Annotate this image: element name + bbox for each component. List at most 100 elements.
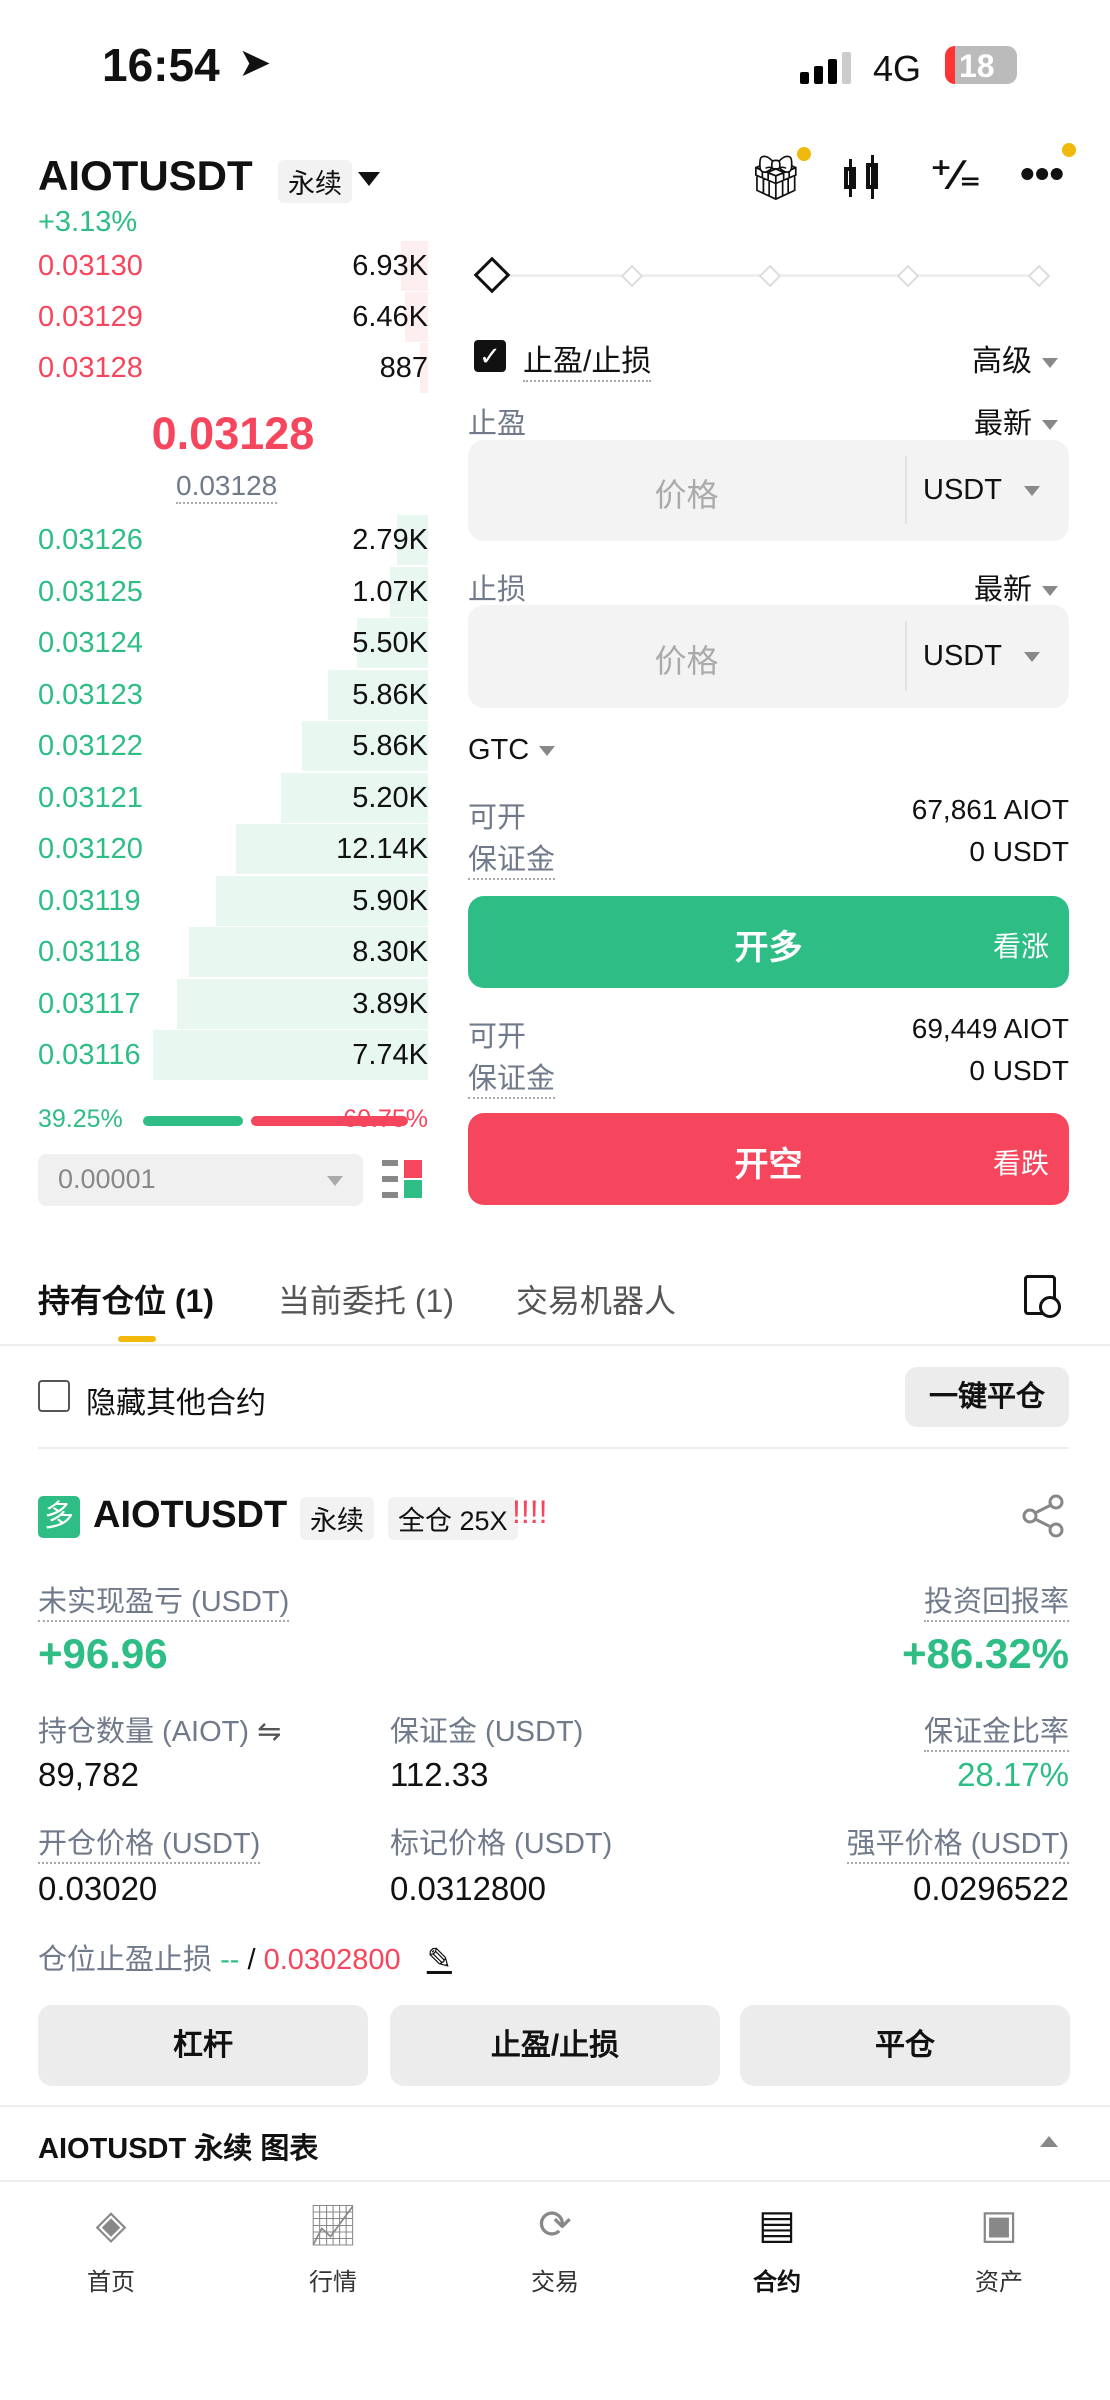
tab-active-indicator bbox=[118, 1336, 156, 1342]
bid-row[interactable]: 0.03125 1.07K bbox=[38, 566, 428, 617]
mark-price[interactable]: 0.03128 bbox=[176, 470, 278, 504]
bid-row[interactable]: 0.03121 5.20K bbox=[38, 772, 428, 823]
nav-markets[interactable]: 📈︎ 行情 bbox=[222, 2200, 444, 2297]
leverage-button[interactable]: 杠杆 bbox=[38, 2005, 368, 2086]
market-chart-icon: 📈︎ bbox=[307, 2203, 359, 2248]
swap-unit-icon[interactable]: ⇋ bbox=[257, 1716, 282, 1748]
liq-price-label[interactable]: 强平价格 (USDT) bbox=[846, 1820, 1069, 1864]
tab-trading-bots[interactable]: 交易机器人 bbox=[516, 1283, 677, 1319]
nav-trade[interactable]: ⟳ 交易 bbox=[444, 2200, 666, 2297]
calculator-icon[interactable]: ⁺⁄₌ bbox=[930, 151, 982, 198]
chevron-down-icon bbox=[1023, 652, 1040, 663]
entry-price-label[interactable]: 开仓价格 (USDT) bbox=[38, 1820, 261, 1864]
margin-ratio-label[interactable]: 保证金比率 bbox=[923, 1708, 1069, 1752]
close-all-button[interactable]: 一键平仓 bbox=[905, 1367, 1069, 1427]
divider bbox=[38, 1447, 1069, 1449]
more-icon[interactable]: ••• bbox=[1020, 150, 1065, 197]
tp-trigger-select[interactable]: 最新 bbox=[974, 400, 1058, 442]
long-side-badge: 多 bbox=[38, 1496, 80, 1538]
bid-qty: 8.30K bbox=[352, 936, 428, 968]
bid-price: 0.03124 bbox=[38, 627, 143, 659]
unrealized-pnl-label[interactable]: 未实现盈亏 (USDT) bbox=[38, 1578, 290, 1622]
bid-row[interactable]: 0.03124 5.50K bbox=[38, 618, 428, 668]
bid-price: 0.03120 bbox=[38, 833, 143, 865]
candlestick-chart-icon[interactable] bbox=[842, 155, 882, 201]
open-short-button[interactable]: 开空 看跌 bbox=[468, 1113, 1069, 1205]
chevron-down-icon bbox=[327, 1176, 343, 1186]
tab-open-orders[interactable]: 当前委托 (1) bbox=[278, 1283, 455, 1319]
ask-row[interactable]: 0.03129 6.46K bbox=[38, 292, 428, 342]
bid-qty: 5.86K bbox=[352, 678, 428, 711]
chevron-up-icon[interactable] bbox=[1040, 2136, 1058, 2147]
tp-unit-select[interactable]: USDT bbox=[923, 474, 1040, 507]
position-symbol[interactable]: AIOTUSDT bbox=[93, 1494, 288, 1536]
mark-price-label: 标记价格 (USDT) bbox=[390, 1828, 613, 1860]
tpsl-checkbox[interactable]: ✓ bbox=[474, 340, 506, 372]
ask-row[interactable]: 0.03128 887 bbox=[38, 343, 428, 393]
sl-price-input[interactable]: 价格 USDT bbox=[468, 605, 1069, 708]
bid-qty: 12.14K bbox=[336, 833, 428, 865]
ask-row[interactable]: 0.03130 6.93K bbox=[38, 241, 428, 291]
chevron-down-icon bbox=[539, 746, 556, 757]
gift-icon[interactable]: 🎁︎ bbox=[748, 154, 804, 203]
depth-bar bbox=[153, 1030, 428, 1080]
order-history-icon[interactable] bbox=[1024, 1275, 1061, 1318]
short-margin: 0 USDT bbox=[969, 1055, 1069, 1086]
short-margin-label: 保证金 bbox=[468, 1055, 556, 1099]
bid-row[interactable]: 0.03123 5.86K bbox=[38, 669, 428, 720]
long-available-label: 可开 bbox=[468, 802, 527, 834]
share-icon[interactable] bbox=[1022, 1494, 1066, 1538]
hide-other-checkbox[interactable] bbox=[38, 1380, 70, 1412]
chart-toggle[interactable]: AIOTUSDT 永续 图表 bbox=[38, 2133, 319, 2165]
tab-positions[interactable]: 持有仓位 (1) bbox=[38, 1283, 215, 1319]
bid-price: 0.03116 bbox=[38, 1039, 141, 1071]
orderbook-layout-icon[interactable] bbox=[382, 1160, 422, 1200]
nav-futures[interactable]: ▤ 合约 bbox=[666, 2200, 888, 2297]
advanced-select[interactable]: 高级 bbox=[972, 336, 1058, 380]
ask-price: 0.03128 bbox=[38, 352, 143, 384]
bid-price: 0.03121 bbox=[38, 781, 143, 814]
tp-label: 止盈 bbox=[468, 408, 527, 440]
ask-qty: 887 bbox=[379, 352, 428, 384]
position-size: 89,782 bbox=[38, 1756, 139, 1793]
bid-row[interactable]: 0.03117 3.89K bbox=[38, 978, 428, 1029]
hide-other-label: 隐藏其他合约 bbox=[86, 1387, 266, 1420]
symbol-dropdown-icon[interactable] bbox=[358, 172, 380, 186]
sl-trigger-select[interactable]: 最新 bbox=[974, 566, 1058, 608]
bid-row[interactable]: 0.03122 5.86K bbox=[38, 721, 428, 771]
bid-row[interactable]: 0.03119 5.90K bbox=[38, 875, 428, 926]
tpsl-label: 止盈/止损 bbox=[523, 336, 652, 382]
time-in-force-select[interactable]: GTC bbox=[468, 734, 556, 767]
battery-icon: 18 bbox=[945, 46, 1017, 84]
roe: +86.32% bbox=[902, 1630, 1069, 1677]
chevron-down-icon bbox=[1023, 486, 1040, 497]
leverage-slider[interactable] bbox=[473, 256, 1051, 294]
location-icon: ➤ bbox=[238, 41, 272, 85]
nav-home[interactable]: ◈ 首页 bbox=[0, 2200, 222, 2297]
position-margin: 112.33 bbox=[390, 1756, 489, 1793]
close-position-button[interactable]: 平仓 bbox=[740, 2005, 1070, 2086]
bid-row[interactable]: 0.03118 8.30K bbox=[38, 927, 428, 977]
tpsl-button[interactable]: 止盈/止损 bbox=[390, 2005, 720, 2086]
bid-row[interactable]: 0.03120 12.14K bbox=[38, 824, 428, 874]
sl-unit-select[interactable]: USDT bbox=[923, 640, 1040, 673]
futures-icon: ▤ bbox=[758, 2203, 796, 2247]
bid-price: 0.03117 bbox=[38, 987, 141, 1020]
long-margin: 0 USDT bbox=[969, 836, 1069, 867]
bid-row[interactable]: 0.03116 7.74K bbox=[38, 1030, 428, 1080]
tick-size-value: 0.00001 bbox=[58, 1164, 156, 1194]
divider bbox=[0, 2105, 1110, 2107]
bid-row[interactable]: 0.03126 2.79K bbox=[38, 515, 428, 565]
open-long-button[interactable]: 开多 看涨 bbox=[468, 896, 1069, 988]
nav-assets[interactable]: ▣ 资产 bbox=[888, 2200, 1110, 2297]
margin-ratio: 28.17% bbox=[957, 1756, 1069, 1793]
edit-icon[interactable]: ✎ bbox=[426, 1943, 452, 1976]
margin-mode-badge[interactable]: 全仓 25X bbox=[388, 1497, 518, 1540]
depth-bar bbox=[188, 927, 428, 977]
tp-price-input[interactable]: 价格 USDT bbox=[468, 440, 1069, 541]
depth-bar bbox=[280, 772, 428, 823]
liq-price: 0.0296522 bbox=[913, 1870, 1069, 1907]
roe-label[interactable]: 投资回报率 bbox=[923, 1578, 1069, 1622]
symbol-title[interactable]: AIOTUSDT bbox=[38, 152, 253, 199]
tick-size-select[interactable]: 0.00001 bbox=[38, 1154, 363, 1206]
